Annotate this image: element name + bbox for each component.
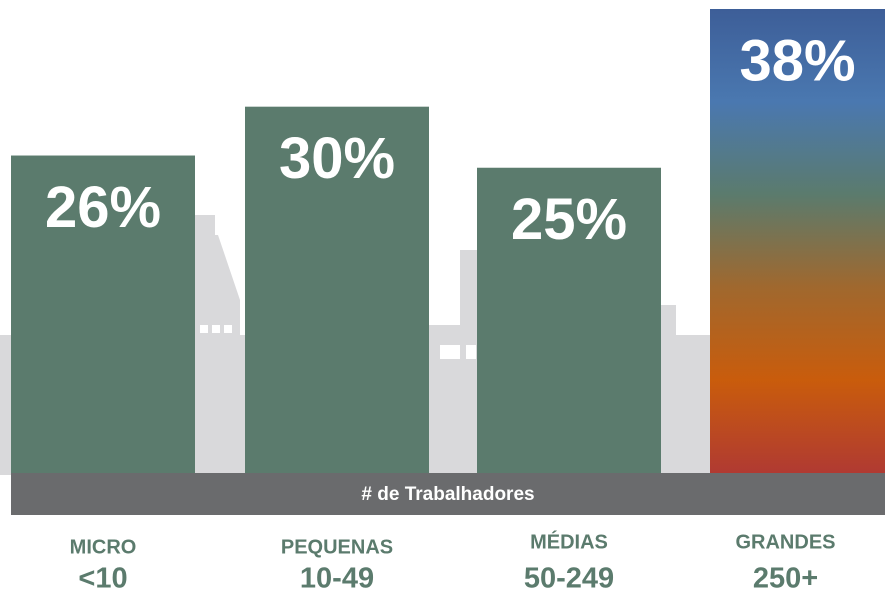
value-label: 26%	[45, 175, 161, 240]
category-label: MICRO	[70, 536, 137, 558]
category-label: PEQUENAS	[281, 536, 393, 558]
value-label: 25%	[511, 187, 627, 252]
category-label: MÉDIAS	[530, 530, 608, 553]
chart: # de Trabalhadores 26% MICRO <10 30% PEQUENA…	[0, 0, 885, 594]
category-range: 10-49	[300, 563, 374, 594]
category-range: 250+	[753, 563, 818, 594]
category-range: 50-249	[524, 563, 614, 594]
x-axis-label: # de Trabalhadores	[361, 484, 534, 505]
category-label: GRANDES	[735, 531, 835, 553]
category-range: <10	[78, 563, 127, 594]
value-label: 30%	[279, 126, 395, 191]
value-label: 38%	[739, 28, 855, 93]
